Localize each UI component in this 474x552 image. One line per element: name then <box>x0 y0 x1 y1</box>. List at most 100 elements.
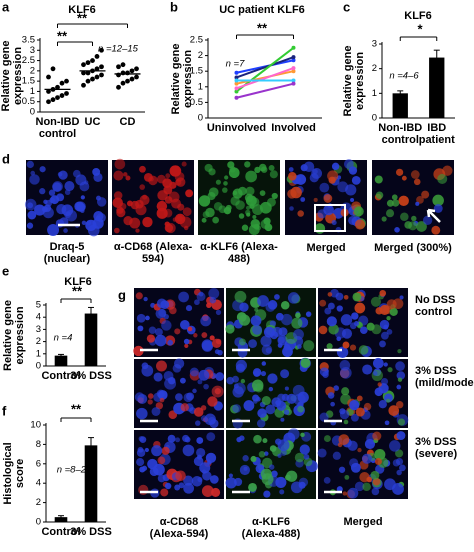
annotation: ** <box>57 28 68 43</box>
cell <box>268 386 274 392</box>
cell <box>238 213 245 219</box>
cell <box>135 228 140 233</box>
cell <box>138 484 149 495</box>
micrograph <box>225 288 316 358</box>
cell <box>350 413 359 422</box>
panel-letter: a <box>2 0 10 14</box>
cell <box>290 481 303 494</box>
cell <box>254 307 259 312</box>
cell <box>341 387 350 396</box>
cell <box>243 400 255 411</box>
cell <box>175 470 186 482</box>
data-point <box>46 89 51 94</box>
cell <box>248 339 257 349</box>
data-point <box>99 64 104 70</box>
image-caption: α-CD68 (Alexa-594) <box>114 241 193 265</box>
cell <box>52 182 62 192</box>
cell <box>223 181 228 186</box>
cell <box>303 453 310 460</box>
cell <box>139 436 147 444</box>
cell <box>34 204 46 216</box>
cell <box>198 195 211 207</box>
panel-letter: d <box>2 151 10 166</box>
cell <box>330 401 335 407</box>
annotation: ** <box>257 20 268 35</box>
cell <box>202 471 212 481</box>
series-point <box>291 45 296 50</box>
cell <box>203 383 209 390</box>
cell <box>293 328 304 340</box>
cell <box>180 320 190 330</box>
cell <box>284 474 291 481</box>
cell <box>133 345 144 357</box>
cell <box>183 475 194 486</box>
cell <box>235 363 246 373</box>
cell <box>200 315 212 327</box>
micrograph <box>134 358 225 429</box>
cell <box>156 360 167 372</box>
y-tick-label: 5 <box>36 300 41 311</box>
cell <box>252 324 263 335</box>
data-point <box>81 82 86 88</box>
x-tick-label: CD <box>120 116 136 128</box>
cell <box>400 212 409 222</box>
cell <box>271 192 278 200</box>
image-caption: Merged (300%) <box>374 242 452 254</box>
y-tick-label: 1.5 <box>190 66 203 77</box>
cell <box>338 466 346 473</box>
y-tick-label: 10 <box>30 420 41 431</box>
cell <box>145 315 150 321</box>
annotation: ** <box>77 10 88 25</box>
zoom-box <box>314 204 346 232</box>
y-tick-label: 0 <box>30 107 35 118</box>
y-tick-label: 2 <box>36 497 41 508</box>
cell <box>433 204 443 213</box>
cell <box>206 432 216 442</box>
cell <box>327 302 335 310</box>
cell <box>262 438 268 444</box>
cell <box>209 335 215 341</box>
cell <box>331 162 340 171</box>
data-point <box>94 74 100 80</box>
data-point <box>85 60 91 66</box>
cell <box>232 404 241 413</box>
cell <box>297 405 305 413</box>
series-point <box>234 86 239 91</box>
cell <box>337 181 349 193</box>
cell <box>63 228 68 233</box>
cell <box>356 395 363 402</box>
cell <box>252 204 263 216</box>
cell <box>379 289 387 297</box>
cell <box>280 369 290 379</box>
cell <box>194 299 200 306</box>
micrograph <box>317 430 408 499</box>
cell <box>245 170 258 183</box>
cell <box>123 216 133 226</box>
column-label: Merged <box>343 516 382 528</box>
cell <box>240 378 246 384</box>
data-point <box>120 62 126 68</box>
cell <box>164 223 174 233</box>
cell <box>218 205 227 214</box>
cell <box>165 173 171 179</box>
cell <box>175 393 183 401</box>
cell <box>156 207 168 219</box>
y-tick-label: 1 <box>36 348 41 359</box>
cell <box>311 168 323 179</box>
cell <box>323 476 331 484</box>
cell <box>157 456 166 465</box>
cell <box>342 491 347 496</box>
series-point <box>291 81 296 86</box>
cell <box>136 407 148 420</box>
cell <box>319 299 327 307</box>
cell <box>125 175 131 181</box>
cell <box>80 195 85 200</box>
cell <box>319 182 330 193</box>
cell <box>354 481 365 492</box>
data-point <box>50 66 56 72</box>
x-tick-label: Control <box>41 370 80 382</box>
cell <box>372 371 378 376</box>
cell <box>193 407 204 417</box>
cell <box>411 215 417 222</box>
cell <box>397 377 403 382</box>
